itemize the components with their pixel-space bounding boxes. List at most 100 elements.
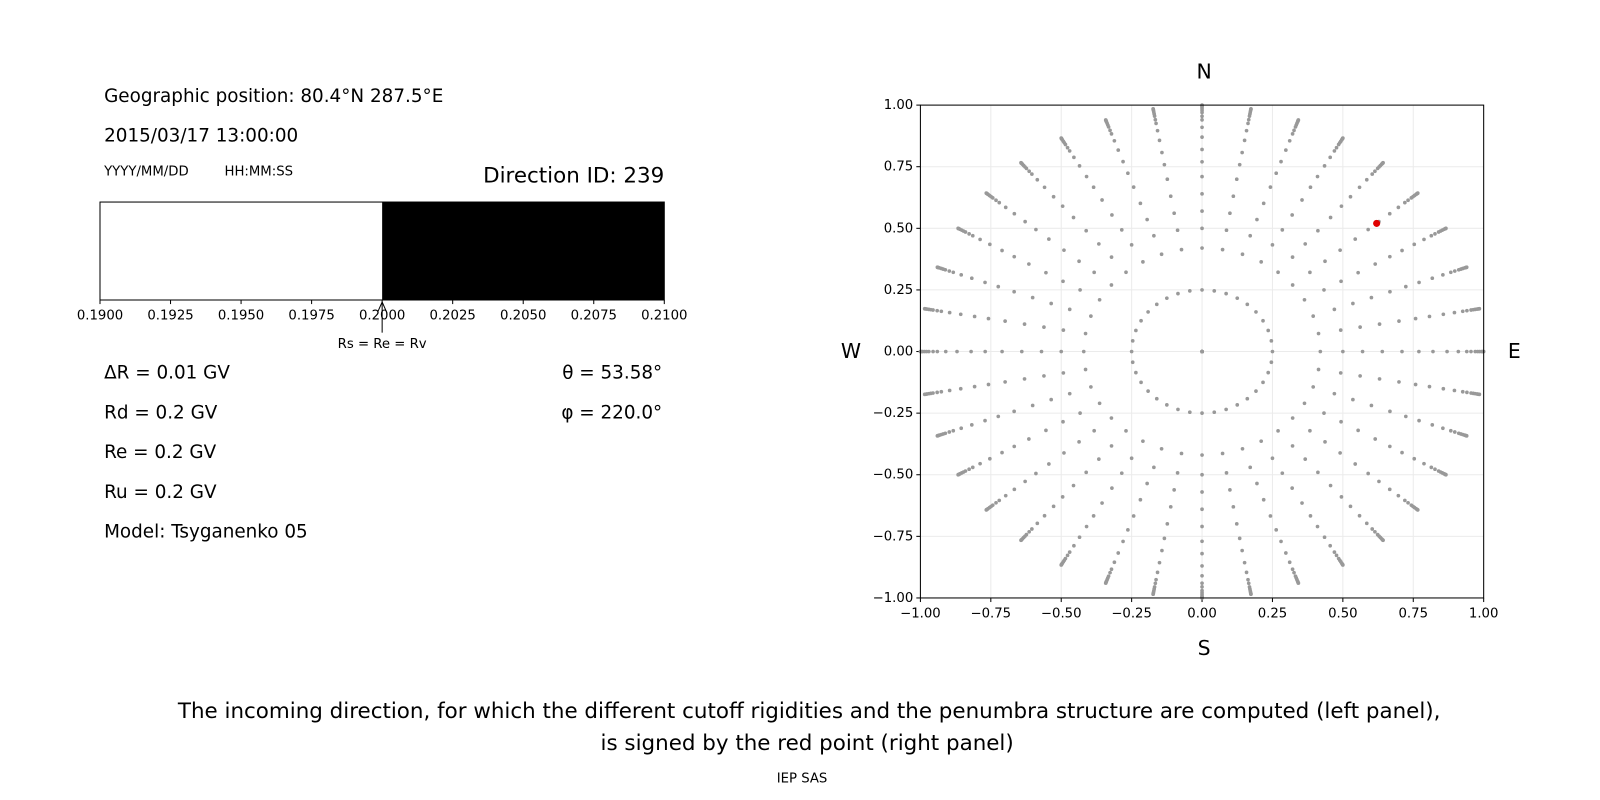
- direction-point: [1332, 391, 1337, 396]
- direction-point: [1112, 560, 1117, 565]
- direction-point: [988, 242, 992, 247]
- direction-point: [1322, 164, 1327, 168]
- direction-point: [983, 349, 988, 354]
- direction-point: [1168, 505, 1173, 509]
- direction-point: [1323, 439, 1327, 444]
- direction-point: [1200, 125, 1204, 130]
- x-tick-label: 0.00: [1187, 606, 1217, 621]
- direction-point: [1175, 471, 1180, 475]
- direction-point: [1200, 147, 1204, 152]
- direction-point: [1248, 465, 1253, 470]
- direction-point: [1388, 289, 1392, 294]
- direction-point: [1422, 461, 1426, 466]
- direction-point: [1444, 472, 1448, 477]
- direction-point: [1151, 592, 1155, 597]
- direction-point: [1176, 291, 1180, 296]
- direction-point: [1145, 481, 1149, 486]
- direction-point: [935, 390, 940, 395]
- direction-point: [1091, 514, 1096, 518]
- direction-point: [1465, 390, 1469, 395]
- x-tick-label: 0.2025: [429, 308, 475, 323]
- direction-point: [1220, 451, 1225, 456]
- direction-point: [1237, 162, 1242, 167]
- direction-point: [1077, 535, 1082, 540]
- direction-point: [1339, 495, 1344, 499]
- direction-point: [1339, 419, 1343, 424]
- direction-point: [1078, 411, 1082, 415]
- direction-point: [1047, 462, 1051, 466]
- direction-point: [1351, 397, 1355, 402]
- direction-point: [969, 349, 973, 354]
- direction-point: [1047, 237, 1051, 241]
- direction-point: [1067, 550, 1072, 554]
- direction-point: [935, 265, 940, 270]
- direction-point: [935, 349, 940, 354]
- parameter: Ru = 0.2 GV: [104, 482, 217, 503]
- direction-point: [997, 200, 1002, 205]
- direction-point: [1153, 581, 1158, 586]
- direction-point: [1091, 185, 1096, 190]
- direction-point: [1200, 490, 1204, 494]
- direction-point: [1061, 328, 1066, 332]
- direction-point: [1430, 423, 1435, 427]
- direction-point: [1084, 524, 1089, 529]
- direction-point: [1012, 289, 1016, 294]
- direction-point: [1300, 198, 1304, 202]
- direction-point: [984, 508, 989, 512]
- direction-point: [1249, 592, 1253, 597]
- direction-point: [1448, 270, 1453, 275]
- direction-point: [1129, 456, 1134, 461]
- x-tick-label: 0.75: [1399, 606, 1429, 621]
- direction-point: [939, 389, 944, 394]
- direction-point: [1065, 553, 1070, 558]
- direction-point: [1373, 262, 1378, 266]
- direction-point: [996, 284, 1001, 289]
- direction-point: [1357, 513, 1362, 518]
- direction-point: [1121, 159, 1125, 164]
- direction-point: [1034, 471, 1038, 476]
- direction-point: [1339, 204, 1344, 209]
- direction-point: [1231, 194, 1236, 199]
- direction-point: [1126, 528, 1130, 532]
- direction-point: [1270, 349, 1275, 354]
- direction-point: [1200, 209, 1204, 213]
- direction-point: [1433, 467, 1437, 472]
- x-tick-label: −0.75: [971, 606, 1012, 621]
- direction-point: [1274, 171, 1279, 176]
- direction-point: [1445, 349, 1449, 354]
- direction-point: [1019, 349, 1024, 354]
- direction-point: [1200, 159, 1204, 164]
- direction-point: [996, 414, 1001, 419]
- direction-point: [1254, 310, 1258, 314]
- direction-point: [1059, 349, 1064, 354]
- direction-point: [1060, 495, 1065, 499]
- x-tick-label: 0.1900: [77, 308, 123, 323]
- direction-point: [1406, 198, 1410, 203]
- direction-point: [1119, 471, 1124, 476]
- direction-point: [1334, 145, 1339, 150]
- direction-point: [1406, 500, 1410, 505]
- direction-point: [1380, 349, 1385, 354]
- direction-point: [1441, 312, 1446, 317]
- direction-point: [1308, 185, 1313, 190]
- direction-point: [1100, 501, 1104, 505]
- direction-point: [1224, 228, 1229, 233]
- direction-point: [1003, 493, 1008, 498]
- direction-point: [1246, 117, 1251, 122]
- direction-point: [1259, 439, 1264, 444]
- direction-point: [1138, 497, 1143, 502]
- direction-point: [1212, 289, 1217, 293]
- direction-point: [1316, 228, 1320, 233]
- direction-point: [994, 500, 998, 505]
- footer: IEP SAS: [777, 772, 828, 787]
- y-tick-label: −0.75: [873, 529, 914, 544]
- direction-point: [1084, 470, 1089, 475]
- direction-point: [1062, 248, 1066, 252]
- direction-point: [1097, 242, 1101, 246]
- direction-point: [1077, 259, 1081, 264]
- direction-point: [984, 191, 989, 195]
- direction-point: [1154, 577, 1158, 582]
- direction-point: [1152, 233, 1156, 238]
- x-tick-label: 0.2100: [641, 308, 687, 323]
- direction-point: [1141, 260, 1145, 264]
